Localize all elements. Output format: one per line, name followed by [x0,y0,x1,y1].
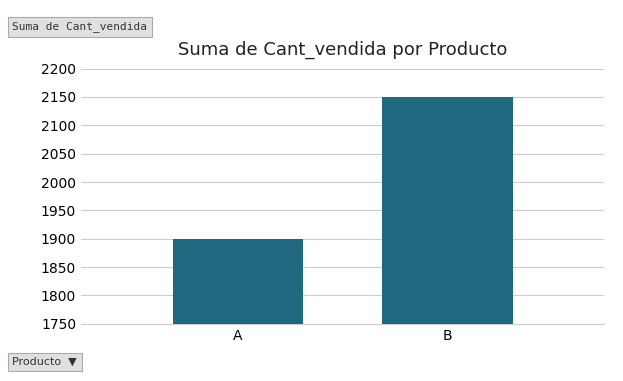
Text: Suma de Cant_vendida: Suma de Cant_vendida [12,21,148,32]
Text: Producto  ▼: Producto ▼ [12,357,77,367]
Bar [382,97,513,381]
Bar [173,239,303,381]
Title: Suma de Cant_vendida por Producto: Suma de Cant_vendida por Producto [178,41,507,59]
